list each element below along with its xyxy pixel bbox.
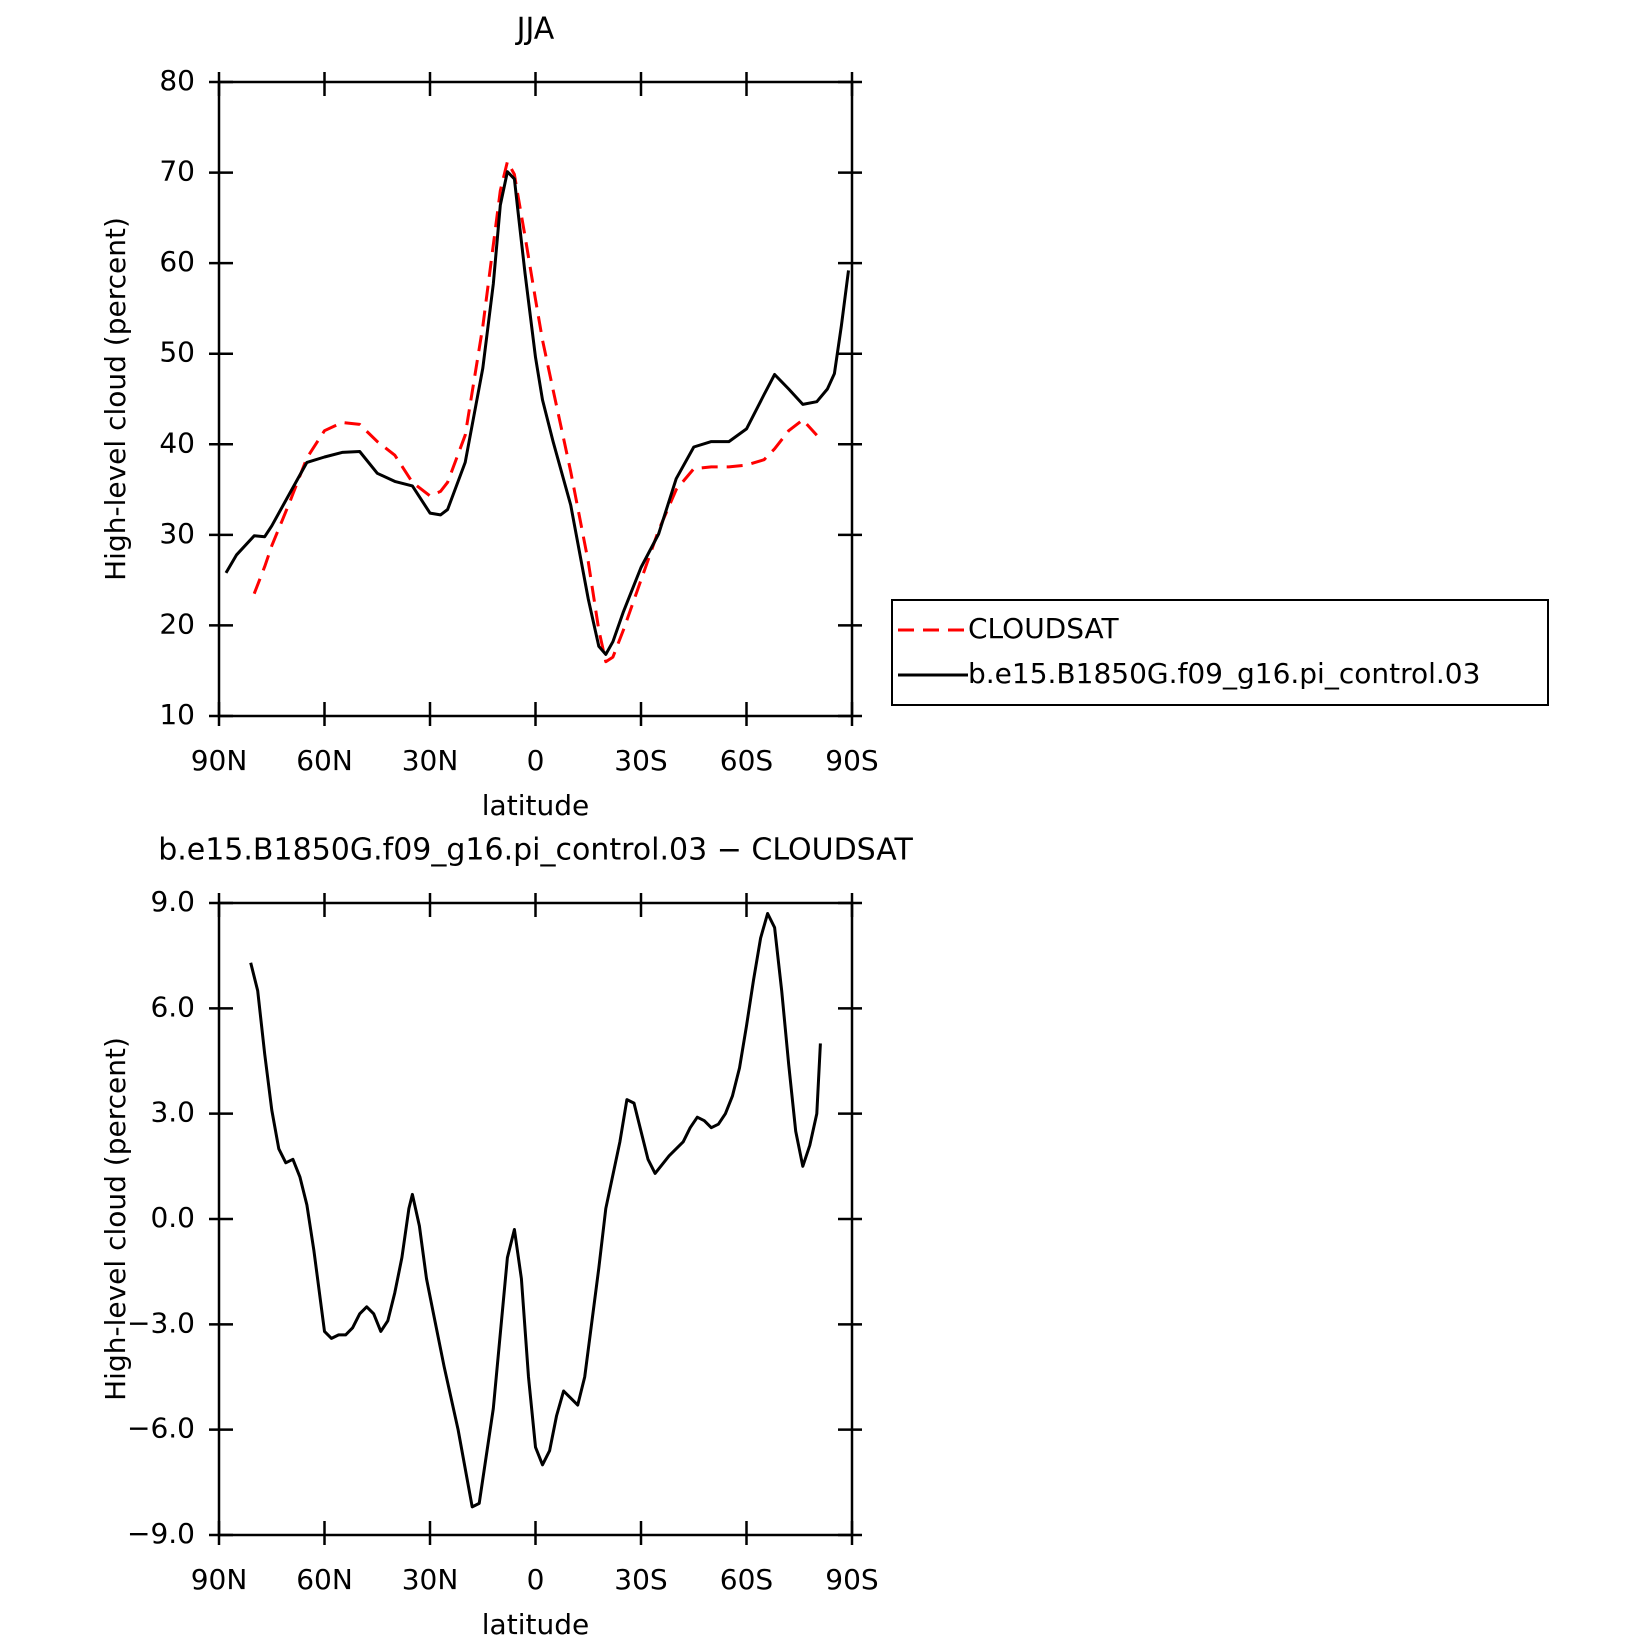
x-tick-label: 90N [191,744,248,777]
x-tick-label: 0 [527,1563,545,1596]
y-tick-label: −3.0 [127,1306,195,1339]
y-tick-label: 60 [159,245,195,278]
y-tick-label: 40 [159,426,195,459]
x-tick-label: 60S [720,1563,773,1596]
y-axis-label: High-level cloud (percent) [99,217,132,581]
x-axis-label: latitude [482,1608,589,1641]
x-tick-label: 0 [527,744,545,777]
x-tick-label: 30N [402,744,459,777]
y-tick-label: 50 [159,336,195,369]
plot-frame [217,80,854,718]
y-tick-label: 9.0 [150,885,195,918]
chart-title: b.e15.B1850G.f09_g16.pi_control.03 − CLO… [158,833,913,868]
y-tick-label: 0.0 [150,1201,195,1234]
x-tick-label: 60N [296,744,353,777]
x-tick-label: 90S [825,1563,878,1596]
legend-label: CLOUDSAT [968,612,1120,645]
data-line [252,160,818,664]
y-tick-label: 80 [159,64,195,97]
x-axis-label: latitude [482,789,589,822]
x-tick-label: 30S [614,744,667,777]
y-tick-label: −6.0 [127,1412,195,1445]
x-tick-label: 30S [614,1563,667,1596]
x-tick-label: 90S [825,744,878,777]
y-tick-label: 20 [159,607,195,640]
legend-label: b.e15.B1850G.f09_g16.pi_control.03 [968,657,1480,690]
x-tick-label: 90N [191,1563,248,1596]
y-axis-label: High-level cloud (percent) [99,1037,132,1401]
y-tick-label: 6.0 [150,990,195,1023]
y-tick-label: −9.0 [127,1517,195,1550]
chart-title: JJA [515,12,555,47]
y-tick-label: 3.0 [150,1096,195,1129]
legend-box [891,599,1549,706]
y-tick-label: 70 [159,155,195,188]
y-tick-label: 10 [159,698,195,731]
x-tick-label: 60N [296,1563,353,1596]
data-line [249,912,822,1509]
x-tick-label: 60S [720,744,773,777]
x-tick-label: 30N [402,1563,459,1596]
data-line [224,170,850,656]
y-tick-label: 30 [159,517,195,550]
